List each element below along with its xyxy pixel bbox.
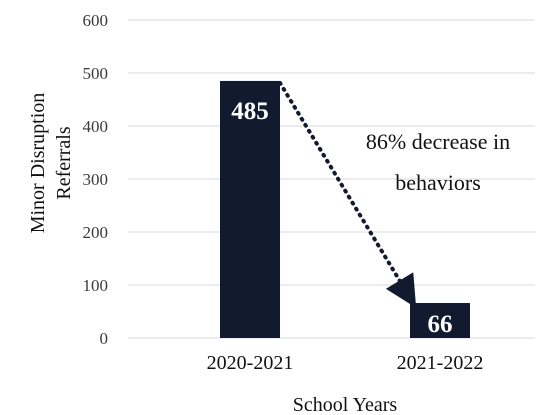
bar [220,80,280,338]
data-label: 485 [231,98,269,125]
y-axis-ticks: 0 100 200 300 400 500 600 [83,11,109,348]
y-axis-title-line-1: Minor Disruption [27,93,49,234]
annotation-line-1: 86% decrease in [366,129,510,154]
bar [410,303,470,338]
y-tick-label: 300 [83,170,109,189]
y-tick-label: 600 [83,11,109,30]
x-category-label: 2021-2022 [397,352,484,374]
decrease-arrow-line [278,80,417,308]
y-tick-label: 100 [83,276,109,295]
annotation-line-2: behaviors [395,170,481,195]
bars [220,80,470,338]
y-tick-label: 200 [83,223,109,242]
decrease-arrow [278,80,417,308]
gridlines [128,19,535,339]
y-axis-title-line-2: Referrals [53,126,75,200]
y-axis-title: Minor Disruption Referrals [27,93,75,234]
x-axis-title: School Years [293,394,398,415]
y-tick-label: 500 [83,64,109,83]
y-tick-label: 400 [83,117,109,136]
x-axis-categories: 2020-2021 2021-2022 [207,352,484,374]
data-labels: 485 66 [231,98,452,338]
x-category-label: 2020-2021 [207,352,294,374]
y-tick-label: 0 [100,329,109,348]
data-label: 66 [428,311,453,338]
